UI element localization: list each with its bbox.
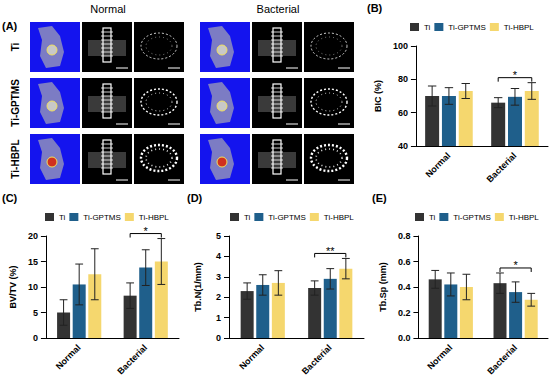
svg-text:Ti-HBPL: Ti-HBPL — [324, 213, 354, 222]
svg-text:Ti-HBPL: Ti-HBPL — [504, 23, 534, 32]
svg-text:20: 20 — [28, 231, 38, 241]
svg-text:BIC (%): BIC (%) — [373, 80, 383, 112]
svg-text:Ti-HBPL: Ti-HBPL — [509, 213, 539, 222]
svg-text:Ti-GPTMS: Ti-GPTMS — [83, 213, 120, 222]
svg-text:Bacterial: Bacterial — [300, 342, 334, 376]
svg-text:0: 0 — [216, 333, 221, 343]
svg-text:Normal: Normal — [237, 342, 266, 371]
svg-text:Bacterial: Bacterial — [485, 342, 519, 376]
svg-text:0.8: 0.8 — [398, 231, 411, 241]
svg-text:5: 5 — [216, 231, 221, 241]
svg-text:Ti-HBPL: Ti-HBPL — [139, 213, 169, 222]
svg-text:Ti-GPTMS: Ti-GPTMS — [453, 213, 490, 222]
svg-text:Ti: Ti — [59, 213, 66, 222]
svg-text:Normal: Normal — [425, 342, 454, 371]
svg-text:*: * — [513, 259, 518, 271]
svg-text:3: 3 — [216, 272, 221, 282]
svg-text:Tb.N(1/mm): Tb.N(1/mm) — [193, 262, 203, 312]
svg-text:Normal: Normal — [90, 3, 125, 15]
svg-text:(D): (D) — [187, 192, 203, 204]
svg-text:Bacterial: Bacterial — [257, 3, 300, 15]
svg-text:(E): (E) — [372, 192, 387, 204]
svg-text:BV/TV (%): BV/TV (%) — [8, 265, 18, 308]
svg-text:0.4: 0.4 — [398, 282, 411, 292]
svg-text:80: 80 — [398, 74, 408, 84]
svg-text:(B): (B) — [367, 2, 383, 14]
svg-text:100: 100 — [393, 41, 408, 51]
svg-text:*: * — [513, 69, 518, 81]
svg-text:Ti-GPTMS: Ti-GPTMS — [10, 79, 21, 127]
svg-text:2: 2 — [216, 292, 221, 302]
svg-text:10: 10 — [28, 282, 38, 292]
svg-text:Bacterial: Bacterial — [115, 342, 149, 376]
svg-text:5: 5 — [33, 308, 38, 318]
svg-text:Tb.Sp (mm): Tb.Sp (mm) — [378, 262, 388, 312]
svg-text:Bacterial: Bacterial — [485, 150, 519, 184]
svg-text:15: 15 — [28, 257, 38, 267]
svg-text:Ti: Ti — [429, 213, 436, 222]
svg-text:60: 60 — [398, 108, 408, 118]
svg-text:0.0: 0.0 — [398, 333, 411, 343]
svg-text:Normal: Normal — [424, 150, 453, 179]
svg-text:Ti: Ti — [424, 23, 431, 32]
svg-text:Ti-GPTMS: Ti-GPTMS — [448, 23, 485, 32]
svg-text:**: ** — [326, 245, 335, 257]
svg-text:Ti-HBPL: Ti-HBPL — [10, 139, 21, 178]
svg-text:0.6: 0.6 — [398, 257, 411, 267]
svg-text:(C): (C) — [2, 192, 18, 204]
svg-text:*: * — [144, 225, 149, 237]
svg-text:Normal: Normal — [54, 342, 83, 371]
svg-text:0: 0 — [33, 333, 38, 343]
svg-text:Ti: Ti — [10, 42, 21, 51]
svg-text:1: 1 — [216, 313, 221, 323]
svg-text:40: 40 — [398, 141, 408, 151]
svg-text:0.2: 0.2 — [398, 308, 411, 318]
svg-text:4: 4 — [216, 251, 221, 261]
svg-text:(A): (A) — [2, 20, 18, 32]
svg-text:Ti: Ti — [244, 213, 251, 222]
svg-text:Ti-GPTMS: Ti-GPTMS — [268, 213, 305, 222]
